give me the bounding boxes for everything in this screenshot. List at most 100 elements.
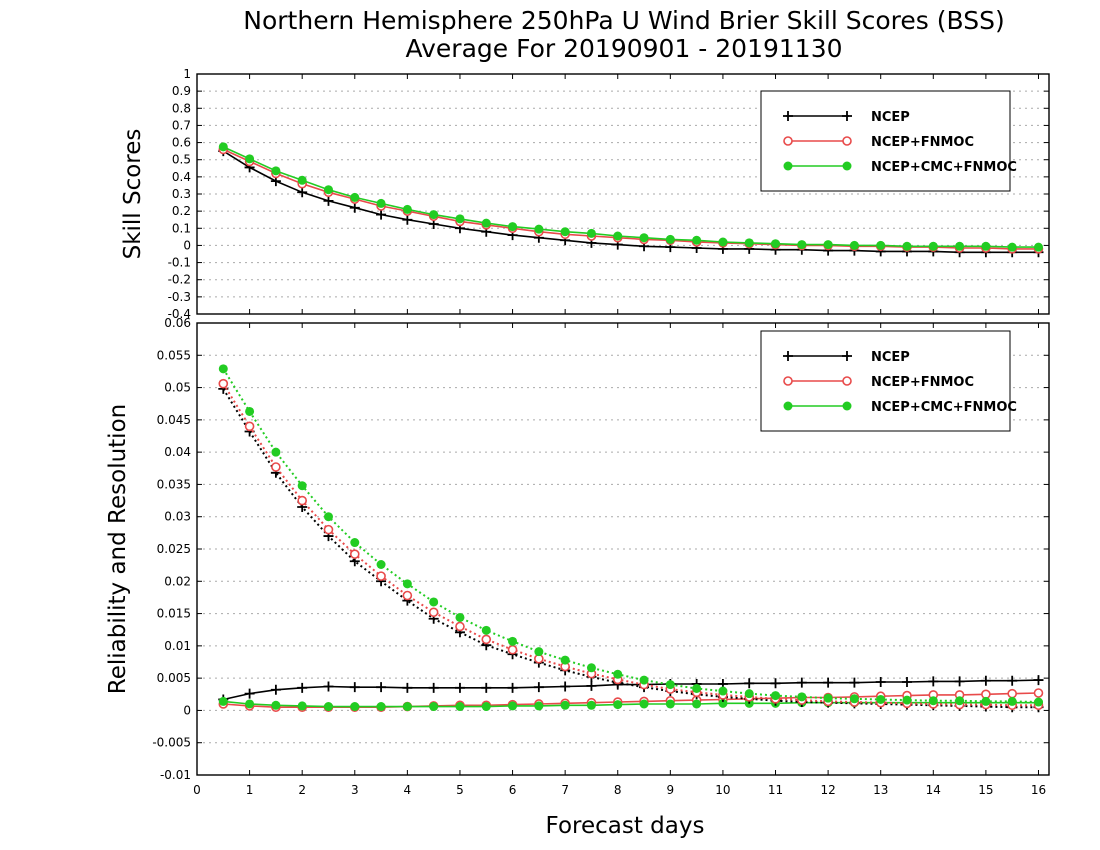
- data-point: [796, 677, 807, 688]
- legend-marker: [783, 161, 793, 171]
- data-point: [613, 231, 623, 241]
- data-point: [586, 228, 596, 238]
- x-tick-label: 7: [561, 783, 569, 797]
- data-point: [797, 240, 807, 250]
- y-tick-label: 0: [183, 238, 191, 252]
- data-point: [902, 241, 912, 251]
- data-point: [297, 495, 307, 506]
- data-point: [560, 655, 570, 665]
- data-point: [402, 214, 413, 225]
- y-tick-label: 0.025: [157, 542, 191, 556]
- data-point: [1007, 242, 1017, 252]
- panel-1: -0.4 -0.3 -0.2 -0.1 0 0.1 0.2 0.3 0.4 0.5 0.6 0.7 0.…: [120, 67, 1050, 321]
- data-point: [402, 682, 413, 693]
- x-tick-label: 2: [298, 783, 306, 797]
- legend-marker: [783, 136, 793, 146]
- y-tick-label: 0.4: [172, 170, 191, 184]
- data-point: [271, 166, 281, 176]
- y-tick-label: 0.6: [172, 136, 191, 150]
- data-point: [218, 378, 229, 389]
- data-point: [823, 677, 834, 688]
- data-point: [244, 421, 255, 432]
- data-point: [1007, 688, 1017, 699]
- data-point: [481, 702, 491, 712]
- data-point: [455, 612, 465, 622]
- data-point: [508, 636, 518, 646]
- legend-marker: [842, 136, 852, 146]
- data-point: [639, 675, 649, 685]
- series-line: [223, 679, 1039, 701]
- data-point: [1033, 242, 1043, 252]
- data-point: [665, 699, 675, 709]
- data-point: [455, 702, 465, 712]
- y-tick-label: -0.01: [160, 768, 191, 782]
- data-point: [849, 240, 859, 250]
- data-point: [297, 187, 308, 198]
- data-point: [954, 676, 965, 687]
- data-point: [1033, 675, 1044, 686]
- data-point: [797, 692, 807, 702]
- y-tick-label: -0.005: [152, 736, 191, 750]
- data-point: [507, 682, 518, 693]
- data-point: [376, 559, 386, 569]
- data-point: [1007, 696, 1017, 706]
- data-point: [876, 694, 886, 704]
- series-line: [222, 383, 1039, 707]
- data-point: [560, 227, 570, 237]
- data-point: [350, 192, 360, 202]
- series-line: [222, 388, 1039, 709]
- data-point: [429, 702, 439, 712]
- x-axis-title: Forecast days: [546, 813, 705, 839]
- x-tick-label: 1: [246, 783, 254, 797]
- data-point: [218, 364, 228, 374]
- data-point: [560, 700, 570, 710]
- y-tick-label: 1: [183, 67, 191, 81]
- data-point: [455, 621, 465, 632]
- data-point: [323, 195, 334, 206]
- data-point: [481, 218, 491, 228]
- data-point: [323, 185, 333, 195]
- data-point: [955, 696, 965, 706]
- legend-label: NCEP: [871, 110, 910, 125]
- legend-label: NCEP+FNMOC: [871, 135, 974, 150]
- data-point: [1007, 675, 1018, 686]
- y-tick-label: 0.8: [172, 101, 191, 115]
- legend-marker: [842, 401, 852, 411]
- data-point: [271, 462, 281, 472]
- y-tick-label: -0.1: [168, 256, 191, 270]
- data-point: [1033, 697, 1043, 707]
- data-point: [323, 512, 333, 522]
- data-point: [481, 682, 492, 693]
- data-point: [849, 694, 859, 704]
- data-point: [665, 234, 675, 244]
- data-point: [981, 241, 991, 251]
- legend-marker: [783, 111, 793, 121]
- data-point: [454, 682, 465, 693]
- data-point: [245, 154, 255, 164]
- data-point: [349, 682, 360, 693]
- y-tick-label: 0.03: [164, 510, 191, 524]
- series-ncep-resolution: [218, 383, 1044, 713]
- chart-title-line-2: Average For 20190901 - 20191130: [405, 34, 842, 63]
- data-point: [902, 695, 912, 705]
- data-point: [771, 239, 781, 249]
- x-tick-label: 10: [715, 783, 730, 797]
- y-tick-label: 0.9: [172, 84, 191, 98]
- x-tick-label: 15: [978, 783, 993, 797]
- series-ncep-reliability: [218, 675, 1044, 705]
- x-tick-label: 4: [404, 783, 412, 797]
- y-tick-label: 0.3: [172, 187, 191, 201]
- x-tick-label: 12: [820, 783, 835, 797]
- data-point: [323, 524, 334, 535]
- data-point: [376, 702, 386, 712]
- legend-marker: [842, 376, 852, 386]
- series-ncep-cmc-fnmoc-skill: [218, 142, 1043, 252]
- data-point: [744, 238, 754, 248]
- y-tick-label: 0.045: [157, 413, 191, 427]
- data-point: [744, 689, 754, 699]
- data-point: [692, 699, 702, 709]
- data-point: [297, 175, 307, 185]
- data-point: [849, 677, 860, 688]
- data-point: [350, 538, 360, 548]
